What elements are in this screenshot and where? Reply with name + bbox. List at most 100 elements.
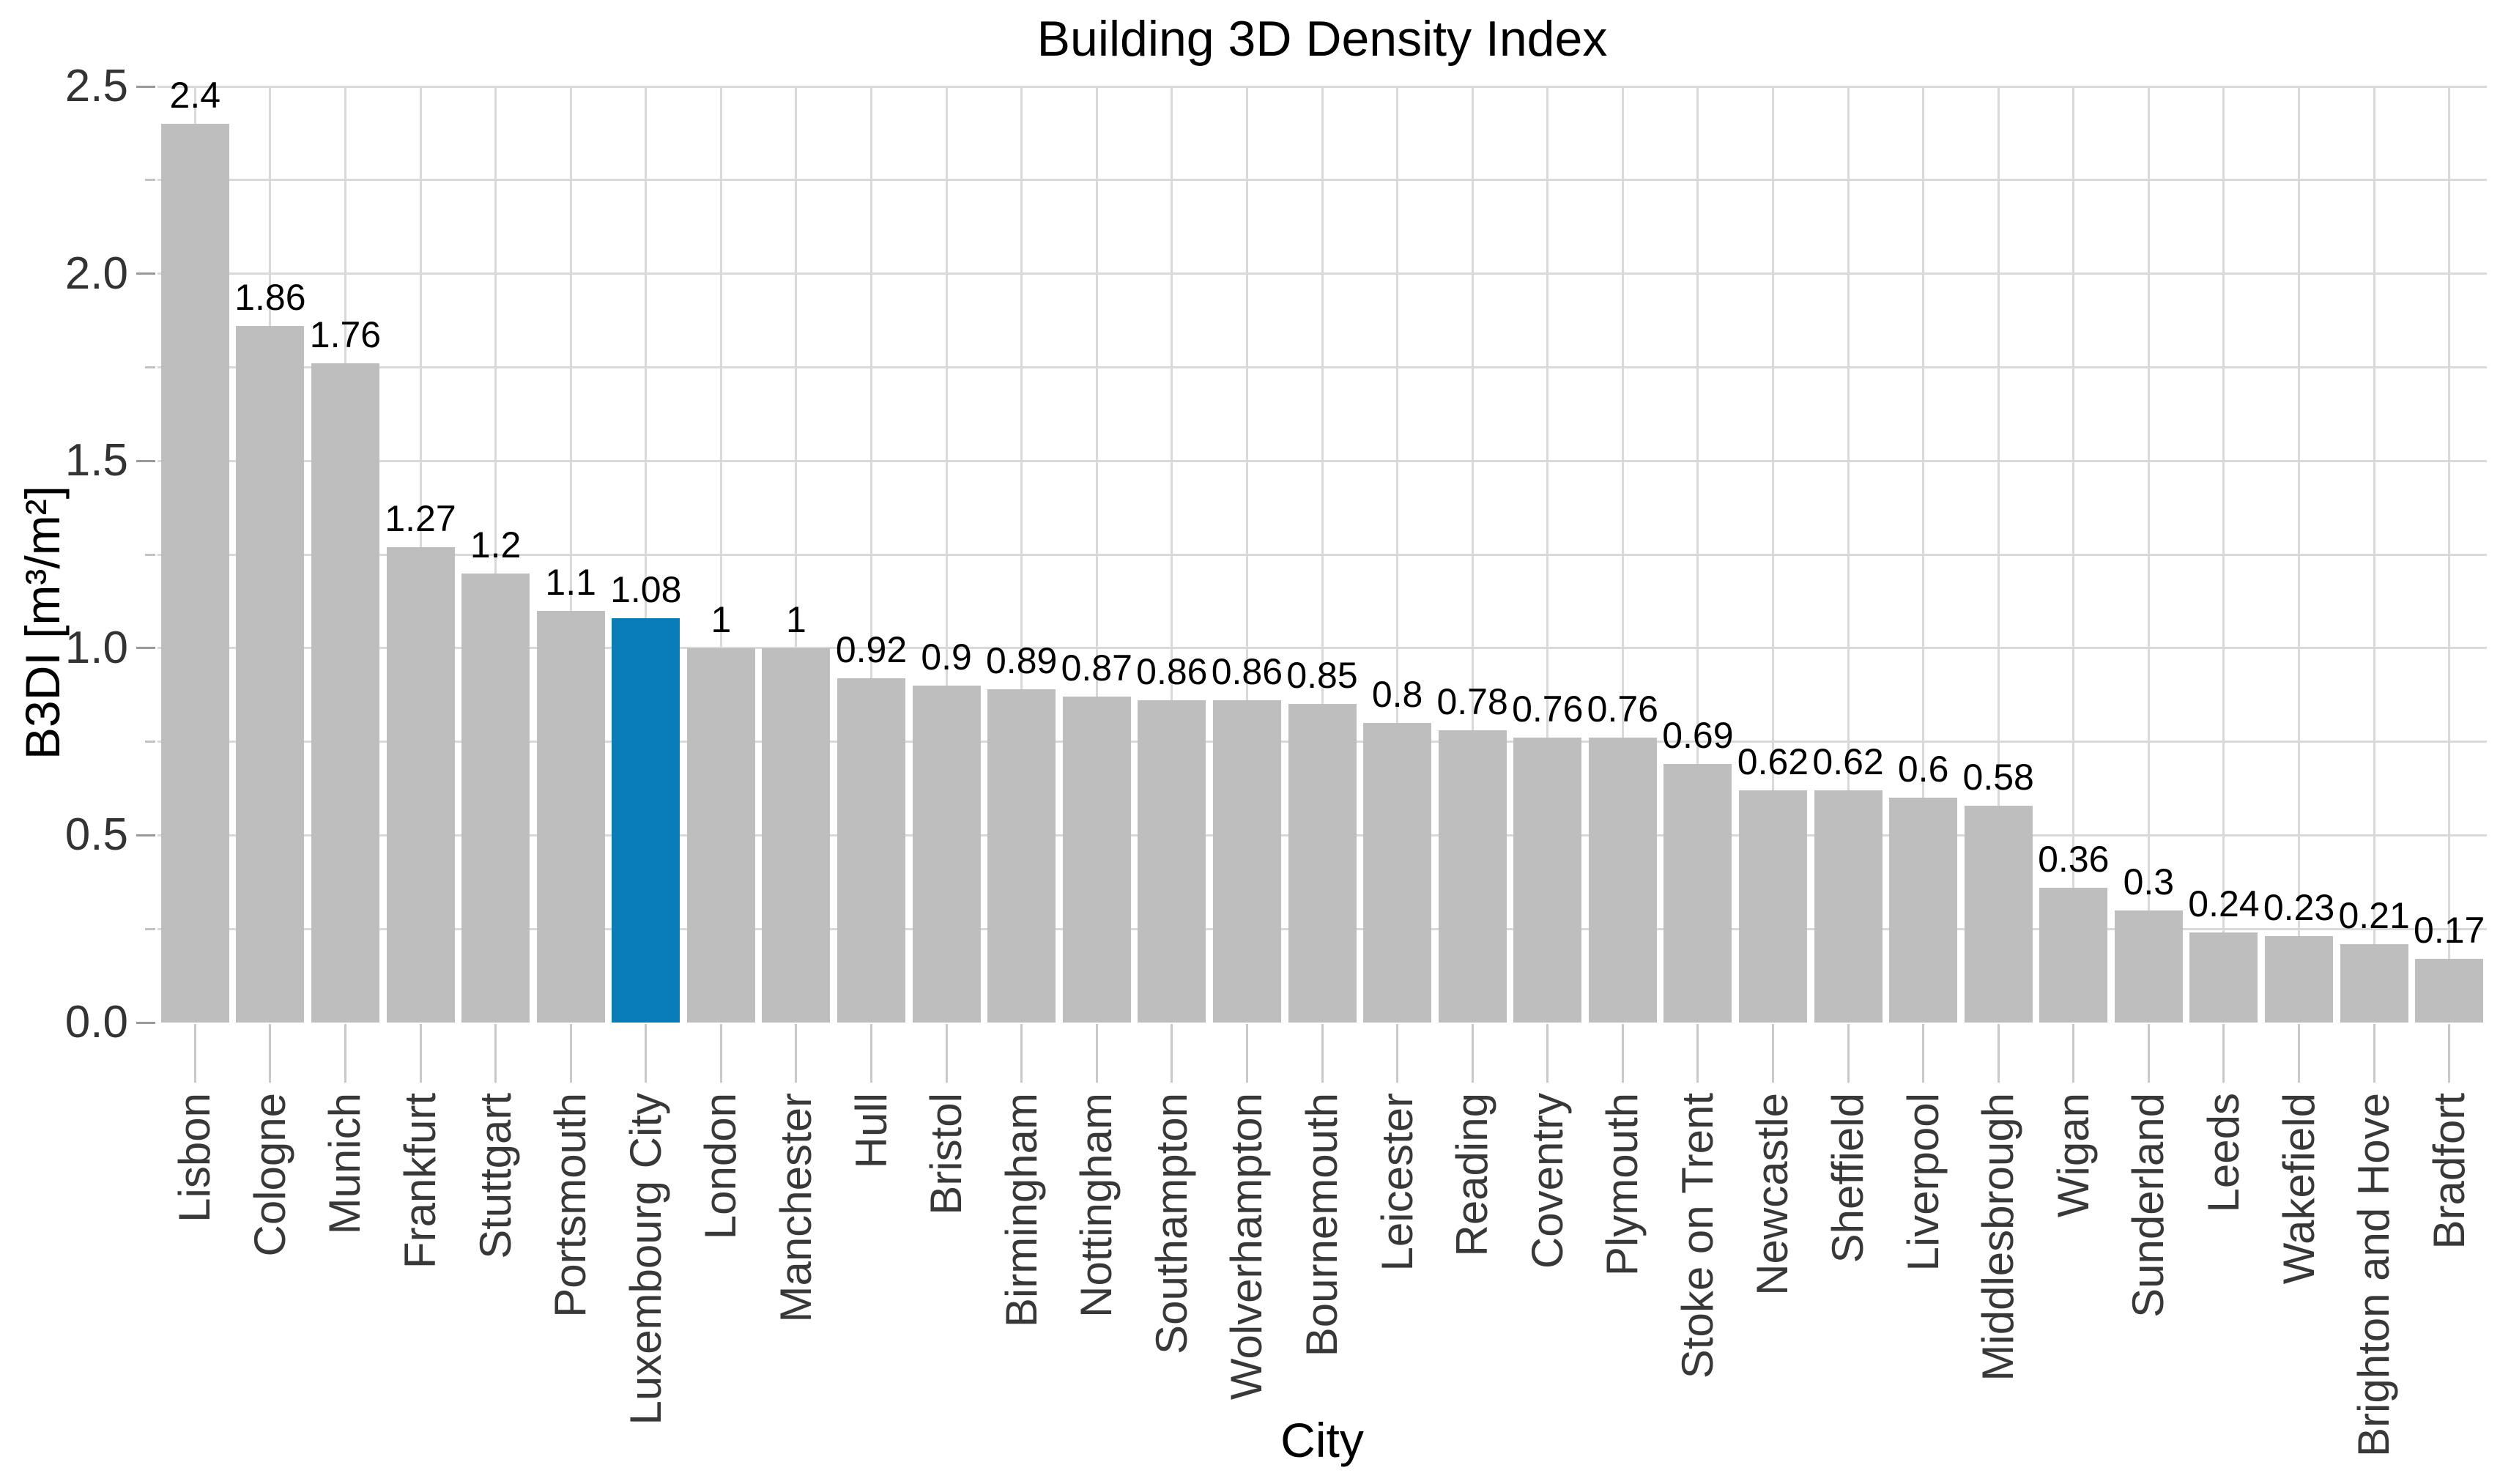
x-tick-label: Wolverhampton: [1222, 1093, 1272, 1400]
x-tick-label: Hull: [846, 1093, 896, 1169]
bar: [2114, 910, 2183, 1023]
y-axis-minor-tick: [145, 179, 155, 182]
x-axis-tick: [870, 1024, 873, 1083]
x-axis-tick: [945, 1024, 948, 1083]
x-tick-label: Stuttgart: [470, 1093, 520, 1259]
vertical-gridline: [2448, 86, 2451, 1023]
vertical-gridline: [1095, 86, 1098, 1023]
bar: [1062, 697, 1131, 1023]
bar: [2415, 959, 2484, 1023]
x-axis-tick: [1396, 1024, 1399, 1083]
bar: [2189, 932, 2258, 1023]
x-axis-tick: [1546, 1024, 1549, 1083]
x-tick-label: Coventry: [1522, 1093, 1572, 1269]
x-axis-tick: [1696, 1024, 1699, 1083]
bar-value-label: 1.08: [610, 568, 682, 610]
bar: [1438, 730, 1507, 1023]
x-axis-tick: [795, 1024, 798, 1083]
x-axis-tick: [2373, 1024, 2375, 1083]
bar-value-label: 1.1: [545, 561, 596, 603]
y-axis-major-tick: [136, 85, 155, 88]
bar: [1212, 700, 1281, 1023]
x-axis-tick: [719, 1024, 722, 1083]
y-tick-label: 2.0: [64, 248, 128, 299]
x-tick-label: Bradfort: [2424, 1093, 2474, 1250]
y-tick-label: 1.0: [64, 622, 128, 673]
x-axis-tick: [494, 1024, 497, 1083]
vertical-gridline: [494, 86, 497, 1023]
x-tick-label: Sheffield: [1823, 1093, 1873, 1264]
bar: [1288, 704, 1357, 1023]
bar: [311, 363, 379, 1023]
bar-value-label: 1.86: [234, 277, 306, 319]
bar-value-label: 0.3: [2123, 861, 2175, 902]
x-tick-label: Liverpool: [1898, 1093, 1948, 1272]
x-axis-tick: [344, 1024, 346, 1083]
x-axis-tick: [1321, 1024, 1324, 1083]
x-tick-label: Middlesbrough: [1973, 1093, 2023, 1381]
x-tick-label: Bristol: [921, 1093, 971, 1215]
bar: [686, 648, 755, 1023]
x-axis-tick: [1245, 1024, 1248, 1083]
y-tick-label: 0.5: [64, 809, 128, 861]
vertical-gridline: [1321, 86, 1324, 1023]
y-tick-label: 1.5: [64, 435, 128, 486]
y-tick-label: 2.5: [64, 61, 128, 111]
vertical-gridline: [1997, 86, 2000, 1023]
x-tick-label: Southampton: [1146, 1093, 1196, 1354]
bar: [1889, 798, 1958, 1023]
x-tick-label: London: [696, 1093, 746, 1240]
x-tick-label: Leeds: [2198, 1093, 2248, 1213]
x-tick-label: Wakefield: [2274, 1093, 2323, 1285]
x-tick-label: Plymouth: [1598, 1093, 1647, 1277]
bar: [461, 573, 530, 1023]
x-axis-tick: [1171, 1024, 1173, 1083]
y-axis-major-tick: [136, 834, 155, 836]
x-tick-label: Leicester: [1372, 1093, 1422, 1272]
bar-value-label: 0.89: [986, 640, 1058, 682]
y-axis-minor-tick: [145, 553, 155, 556]
vertical-gridline: [719, 86, 722, 1023]
x-axis-tick: [1095, 1024, 1098, 1083]
x-axis-tick: [2072, 1024, 2075, 1083]
bar: [1738, 790, 1807, 1023]
bar-value-label: 0.86: [1136, 651, 1208, 693]
y-axis-major-tick: [136, 459, 155, 462]
bar: [2340, 943, 2408, 1023]
x-tick-label: Portsmouth: [546, 1093, 596, 1318]
bar: [160, 124, 229, 1023]
bar: [2265, 936, 2334, 1023]
bar: [1138, 700, 1206, 1023]
bar-value-label: 0.62: [1737, 741, 1809, 783]
vertical-gridline: [1171, 86, 1173, 1023]
x-axis-tick: [1771, 1024, 1774, 1083]
x-axis-tick: [2298, 1024, 2301, 1083]
y-axis-minor-tick: [145, 927, 155, 930]
bar-value-label: 0.6: [1897, 749, 1949, 790]
bar-value-label: 1: [786, 598, 806, 640]
y-axis-major-tick: [136, 1021, 155, 1024]
bar: [1814, 790, 1883, 1023]
x-axis-tick: [569, 1024, 572, 1083]
bar-value-label: 0.8: [1371, 674, 1423, 716]
vertical-gridline: [1771, 86, 1774, 1023]
bar-value-label: 1.27: [385, 497, 456, 539]
x-axis-tick: [193, 1024, 196, 1083]
bar-highlighted: [612, 617, 680, 1023]
bar: [1964, 805, 2033, 1023]
x-tick-label: Brighton and Hove: [2349, 1093, 2399, 1457]
x-axis-tick: [1471, 1024, 1474, 1083]
bar: [536, 610, 605, 1023]
x-axis-tick: [1922, 1024, 1925, 1083]
x-tick-label: Wigan: [2048, 1093, 2098, 1218]
y-axis-minor-tick: [145, 366, 155, 368]
bar-value-label: 0.23: [2263, 887, 2335, 929]
bar-value-label: 0.9: [921, 636, 972, 678]
vertical-gridline: [2147, 86, 2150, 1023]
bar-value-label: 0.62: [1812, 741, 1884, 783]
x-tick-label: Birmingham: [996, 1093, 1046, 1328]
y-axis-minor-tick: [145, 741, 155, 743]
vertical-gridline: [1696, 86, 1699, 1023]
x-tick-label: Cologne: [245, 1093, 294, 1257]
